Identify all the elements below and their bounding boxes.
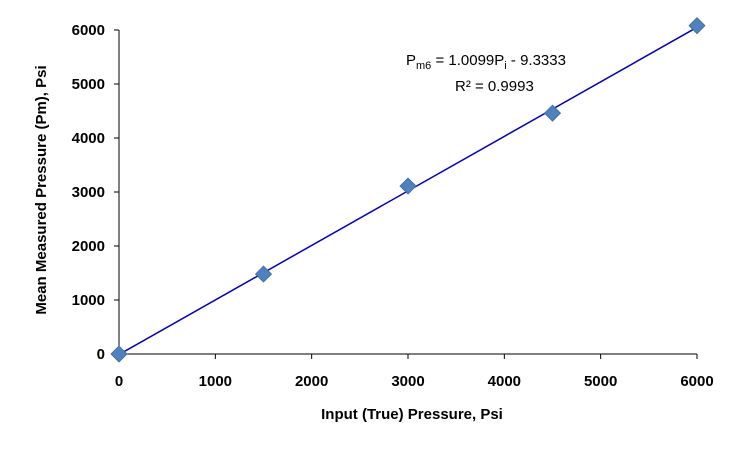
data-point	[110, 345, 128, 363]
y-tick-label: 6000	[72, 22, 105, 39]
x-tick-label: 0	[115, 373, 123, 390]
data-point	[543, 104, 562, 122]
x-tick-label: 1000	[199, 373, 232, 390]
y-axis-title: Mean Measured Pressure (Pm), Psi	[33, 65, 50, 314]
trendline-equation: Pm6 = 1.0099Pi - 9.3333	[406, 52, 566, 72]
r-squared-label: R² = 0.9993	[455, 78, 534, 95]
y-tick-label: 0	[97, 346, 105, 363]
y-tick-label: 4000	[72, 130, 105, 147]
x-tick-label: 6000	[680, 373, 713, 390]
y-tick-label: 1000	[72, 292, 105, 309]
eq-middle: = 1.0099P	[431, 52, 504, 69]
x-axis-title: Input (True) Pressure, Psi	[321, 406, 503, 423]
data-point	[399, 177, 417, 195]
y-axis-ticks: 0 1000 2000 3000 4000 5000 6000	[72, 22, 119, 363]
eq-variable-subscript: i	[504, 60, 506, 72]
data-point	[254, 265, 273, 283]
x-tick-label: 5000	[584, 373, 617, 390]
x-axis-ticks: 0 1000 2000 3000 4000 5000 6000	[115, 354, 714, 390]
eq-suffix: - 9.3333	[507, 52, 566, 69]
x-tick-label: 3000	[391, 373, 424, 390]
y-tick-label: 3000	[72, 184, 105, 201]
data-point	[688, 17, 706, 35]
x-tick-label: 2000	[295, 373, 328, 390]
y-tick-label: 2000	[72, 238, 105, 255]
data-points	[110, 17, 706, 363]
eq-prefix: P	[406, 52, 416, 69]
x-tick-label: 4000	[488, 373, 521, 390]
y-tick-label: 5000	[72, 76, 105, 93]
eq-prefix-subscript: m6	[416, 60, 431, 72]
